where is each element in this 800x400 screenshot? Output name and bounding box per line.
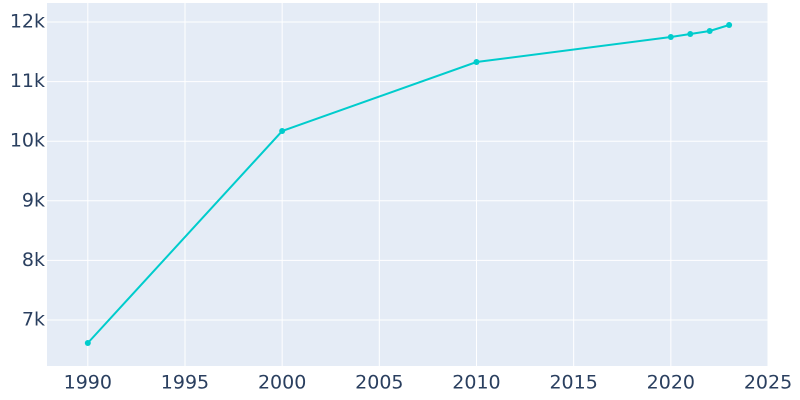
y-tick-label: 9k (22, 189, 45, 211)
x-tick-label: 2025 (744, 372, 792, 394)
x-tick-label: 2010 (452, 372, 500, 394)
point (279, 128, 286, 135)
x-tick-label: 2020 (647, 372, 695, 394)
point (706, 28, 713, 35)
x-tick-label: 2000 (258, 372, 306, 394)
x-tick-label: 2015 (549, 372, 597, 394)
point (687, 30, 694, 37)
plot-area (47, 3, 768, 366)
y-tick-label: 7k (22, 308, 45, 330)
y-tick-label: 8k (22, 249, 45, 271)
x-tick-label: 2005 (355, 372, 403, 394)
point (667, 34, 674, 41)
x-tick-label: 1995 (161, 372, 209, 394)
x-tick-label: 1990 (64, 372, 112, 394)
point (84, 339, 91, 346)
y-tick-label: 11k (10, 70, 45, 92)
point (473, 59, 480, 66)
point (726, 21, 733, 28)
y-tick-label: 10k (10, 130, 45, 152)
y-tick-label: 12k (10, 11, 45, 33)
